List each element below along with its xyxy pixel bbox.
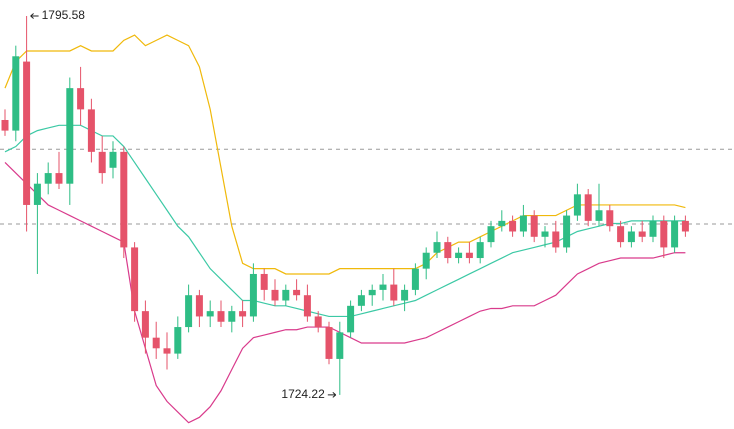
candle-body [120,151,128,248]
candle-body [44,173,52,184]
candle-body [627,231,635,243]
band-line [4,34,686,275]
candle-body [671,220,679,248]
candle-body [606,210,614,227]
candle-body [617,226,625,243]
candle-body [77,88,85,110]
candle-body [303,295,311,317]
candle-body [357,295,365,306]
low-label: 1724.22 [281,387,325,401]
candle-body [444,242,452,259]
candle-body [1,119,9,131]
candle-body [411,268,419,290]
candle-body [530,215,538,237]
candle-body [390,284,398,301]
candle-body [131,247,139,312]
candle-body [314,316,322,328]
candle-body [23,61,31,205]
candle-body [552,231,560,248]
candle-body [282,289,290,301]
band-line [4,162,686,424]
band-line [4,124,686,318]
candle-body [660,220,668,248]
candle-body [519,215,527,232]
annotation-arrow [30,13,39,19]
candle-body [239,311,247,317]
candle-body [455,252,463,259]
candle-body [498,220,506,227]
candle-body [541,231,549,237]
candle-body [195,295,203,317]
candle-body [595,210,603,221]
candle-body [206,311,214,317]
high-label: 1795.58 [42,8,86,22]
candle-body [509,220,517,232]
candle-body [271,289,279,301]
candle-body [681,220,689,232]
candle-body [55,173,63,184]
candle-body [152,337,160,349]
candle-body [584,194,592,221]
candle-body [249,273,257,317]
candle-body [325,327,333,359]
candle-body [563,215,571,248]
candle-body [87,109,95,152]
candle-body [465,252,473,259]
candle-body [293,289,301,296]
candle-body [66,88,74,184]
candle-body [649,220,657,237]
candle-body [163,348,171,354]
candle-body [33,183,41,205]
candle-body [217,311,225,322]
candle-body [433,242,441,253]
candle-body [12,56,20,131]
candle-body [638,231,646,237]
candle-body [573,194,581,216]
candle-body [487,226,495,243]
candle-body [185,295,193,328]
candle-body [368,289,376,296]
candle-body [141,311,149,338]
candle-body [260,273,268,290]
candle-body [98,151,106,174]
candle-body [109,151,117,168]
candle-body [347,305,355,333]
candle-body [336,332,344,359]
candle-body [379,284,387,290]
candle-body [422,252,430,269]
annotation-arrow [327,392,337,398]
candle-body [174,327,182,354]
candle-body [476,242,484,259]
candle-body [228,311,236,322]
candle-body [401,289,409,301]
